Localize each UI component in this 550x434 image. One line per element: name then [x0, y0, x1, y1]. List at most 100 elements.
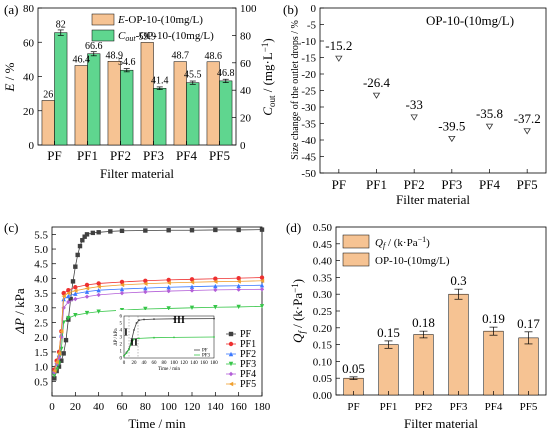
data-label-E: 48.9: [105, 50, 123, 61]
y-tick-label-right: 40: [240, 85, 252, 97]
bar-Qf-PF2: [413, 334, 434, 396]
legend-swatch-Cout: [91, 29, 115, 42]
panel-b-tag: (b): [283, 2, 298, 17]
marker-PF3: [52, 373, 57, 378]
x-tick-label: PF4: [485, 401, 503, 413]
bar-Cout-PF3: [153, 88, 167, 146]
y-tick-label: 0.00: [313, 390, 333, 402]
marker-PF4: [66, 299, 71, 305]
y-tick-label: 0.30: [313, 289, 333, 301]
x-tick-label: PF5: [520, 401, 538, 413]
y-tick-label: 3.0: [34, 303, 48, 315]
y-tick-label: 0: [311, 3, 317, 15]
data-label: -35.8: [476, 106, 503, 121]
legend-marker-PF2: [228, 351, 234, 357]
marker-PF: [108, 229, 113, 234]
marker-PF2: [84, 289, 90, 294]
series-line-PF5: [53, 280, 263, 372]
bar-E-PF2: [107, 61, 121, 146]
marker-PF1: [84, 282, 90, 288]
y-tick-label: 0.10: [313, 356, 333, 368]
marker-PF5: [54, 360, 59, 365]
y-tick-label-left: 60: [23, 37, 35, 49]
point-PF: [335, 55, 343, 62]
x-tick-label: PF: [47, 148, 61, 163]
y-tick-label: 1.0: [34, 362, 48, 374]
data-label-Cout: 82: [56, 20, 66, 31]
marker-PF: [73, 264, 78, 269]
marker-PF3: [73, 312, 78, 318]
y-tick-label: 4.0: [34, 273, 48, 285]
panel-c-xlabel: Time / min: [128, 416, 186, 431]
marker-PF1: [61, 290, 66, 296]
inset-marker-PF: [130, 339, 133, 342]
data-label-Cout: 46.8: [217, 68, 235, 79]
marker-PF2: [189, 284, 195, 289]
x-tick-label: 100: [160, 401, 177, 413]
y-tick-label: -50: [301, 168, 316, 180]
x-tick-label: PF2: [415, 401, 433, 413]
x-tick-label: PF1: [77, 148, 98, 163]
data-label-Cout: 54.6: [118, 57, 136, 68]
marker-PF: [77, 243, 83, 249]
inset-x-tick-label: 40: [142, 361, 148, 366]
inset-marker-PF3: [130, 341, 133, 344]
marker-PF: [236, 227, 241, 233]
marker-PF5: [73, 288, 78, 293]
inset-marker-PF: [133, 329, 135, 331]
x-tick-label: 0: [49, 401, 55, 413]
y-tick-label: -20: [301, 69, 316, 81]
y-tick-label: -30: [301, 102, 316, 114]
panel-b-xlabel: Filter material: [396, 192, 470, 207]
marker-PF2: [96, 287, 101, 293]
y-tick-label: 1.5: [34, 347, 48, 359]
y-tick-label-left: 40: [23, 72, 35, 84]
y-tick-label-left: 80: [23, 3, 35, 15]
legend-swatch-E: [91, 13, 115, 26]
y-tick-label-right: 0: [240, 140, 246, 152]
marker-PF5: [96, 284, 101, 289]
marker-PF3: [166, 306, 171, 311]
y-tick-label: 0.25: [313, 306, 333, 318]
data-label: -37.2: [514, 111, 541, 126]
y-tick-label: 0.5: [34, 376, 48, 388]
y-tick-label: -25: [301, 86, 316, 98]
marker-PF3: [84, 310, 90, 316]
x-tick-label: 160: [230, 401, 247, 413]
y-tick-label: 3.5: [34, 288, 48, 300]
marker-PF: [90, 230, 96, 236]
inset-legend-label: PF3: [202, 354, 211, 359]
data-label: 0.05: [342, 361, 365, 376]
data-label: 0.17: [517, 316, 540, 331]
bar-E-PF1: [74, 65, 88, 146]
marker-PF1: [189, 277, 195, 282]
inset-marker-PF: [153, 318, 155, 321]
marker-PF2: [166, 285, 171, 290]
inset-x-tick-label: 0: [123, 361, 126, 366]
marker-PF4: [259, 287, 265, 292]
panel-b: (b) 0 -5 -10 -15 -20 -25 -30 -35 -40 -45 -50 -15.2…: [283, 2, 547, 207]
inset-region-label: II: [130, 337, 138, 348]
x-tick-label: PF1: [380, 401, 398, 413]
marker-PF1: [143, 278, 148, 283]
marker-PF4: [73, 296, 78, 302]
legend-label-E: E-OP-10-(10mg/L): [117, 14, 203, 26]
inset-x-tick-label: 120: [180, 361, 188, 366]
inset-x-tick-label: 160: [200, 361, 208, 366]
marker-PF2: [119, 286, 125, 292]
y-tick-label: 5.0: [34, 244, 48, 256]
point-PF3: [448, 135, 456, 143]
panel-a-legend: E-OP-10-(10mg/L) Cout-OP-10-(10mg/L): [91, 13, 214, 43]
marker-PF1: [213, 276, 218, 281]
legend-swatch-op10: [342, 252, 370, 267]
inset-marker-PF3: [173, 336, 175, 339]
point-PF4: [485, 123, 494, 130]
panel-d-xlabel: Filter material: [404, 416, 478, 431]
marker-PF: [119, 228, 125, 234]
panel-a-tag: (a): [4, 2, 18, 17]
marker-PF: [213, 227, 218, 233]
marker-PF: [70, 279, 76, 284]
